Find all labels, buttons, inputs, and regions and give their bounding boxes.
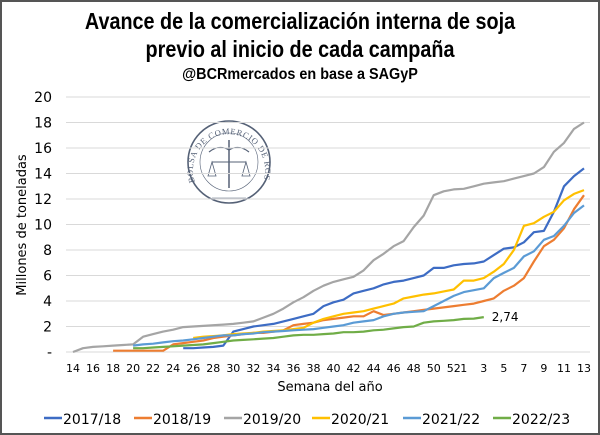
y-tick-label: 8 bbox=[43, 243, 52, 259]
x-tick-label: 52 bbox=[447, 362, 461, 375]
x-axis-label: Semana del año bbox=[277, 380, 382, 395]
x-tick-label: 1 bbox=[460, 362, 467, 375]
legend-label: 2021/22 bbox=[422, 412, 480, 428]
x-tick-label: 48 bbox=[407, 362, 421, 375]
x-tick-label: 9 bbox=[540, 362, 547, 375]
x-tick-label: 42 bbox=[347, 362, 361, 375]
x-tick-label: 34 bbox=[266, 362, 280, 375]
x-tick-label: 13 bbox=[577, 362, 591, 375]
series-line-2018-19 bbox=[113, 194, 585, 352]
x-tick-label: 20 bbox=[126, 362, 140, 375]
x-tick-label: 38 bbox=[306, 362, 320, 375]
y-tick-label: 6 bbox=[43, 269, 52, 285]
x-tick-label: 24 bbox=[166, 362, 180, 375]
x-tick-label: 26 bbox=[186, 362, 200, 375]
y-tick-label: 16 bbox=[34, 141, 52, 157]
x-tick-label: 3 bbox=[480, 362, 487, 375]
chart-subtitle: @BCRmercados en base a SAGyP bbox=[182, 66, 418, 83]
last-value-label: 2,74 bbox=[492, 310, 519, 324]
x-tick-label: 28 bbox=[206, 362, 220, 375]
legend-label: 2017/18 bbox=[63, 412, 121, 428]
x-tick-label: 32 bbox=[246, 362, 260, 375]
y-tick-label: 10 bbox=[34, 218, 52, 234]
y-tick-label: 18 bbox=[34, 116, 52, 132]
x-tick-label: 22 bbox=[146, 362, 160, 375]
x-tick-label: 18 bbox=[106, 362, 120, 375]
y-tick-label: 4 bbox=[43, 294, 52, 310]
y-tick-label: 2 bbox=[43, 320, 52, 336]
x-tick-label: 44 bbox=[367, 362, 381, 375]
y-tick-label: 14 bbox=[34, 167, 52, 183]
x-tick-label: 46 bbox=[387, 362, 401, 375]
legend: 2017/18 2018/19 2019/20 2020/21 2021/22 2022/… bbox=[44, 412, 570, 428]
x-tick-label: 16 bbox=[86, 362, 100, 375]
legend-label: 2019/20 bbox=[243, 412, 301, 428]
chart-title-line-2: previo al inicio de cada campaña bbox=[145, 36, 455, 62]
series-line-2019-20 bbox=[72, 121, 585, 354]
x-tick-label: 36 bbox=[286, 362, 300, 375]
series-line-2022-23 bbox=[133, 316, 484, 350]
legend-label: 2022/23 bbox=[512, 412, 570, 428]
series-line-2017-18 bbox=[183, 167, 585, 350]
y-tick-label: 12 bbox=[34, 192, 52, 208]
y-tick-label: - bbox=[47, 345, 52, 361]
x-tick-label: 11 bbox=[557, 362, 571, 375]
x-tick-label: 7 bbox=[520, 362, 527, 375]
x-tick-label: 14 bbox=[66, 362, 80, 375]
legend-label: 2020/21 bbox=[331, 412, 389, 428]
x-tick-label: 30 bbox=[226, 362, 240, 375]
series-line-2021-22 bbox=[132, 204, 585, 347]
y-axis-label: Millones de toneladas bbox=[15, 154, 30, 296]
x-tick-label: 5 bbox=[500, 362, 507, 375]
x-tick-label: 50 bbox=[427, 362, 441, 375]
y-tick-label: 20 bbox=[34, 90, 52, 106]
chart-title-line-1: Avance de la comercialización interna de… bbox=[84, 8, 516, 34]
x-tick-label: 40 bbox=[327, 362, 341, 375]
legend-label: 2018/19 bbox=[153, 412, 211, 428]
